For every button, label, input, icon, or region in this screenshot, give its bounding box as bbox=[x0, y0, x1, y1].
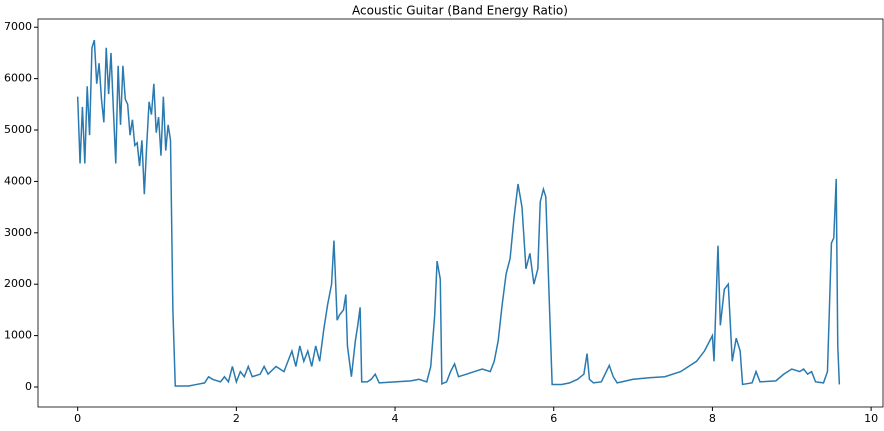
y-tick-label: 3000 bbox=[4, 226, 32, 239]
x-tick-label: 2 bbox=[233, 412, 240, 425]
x-tick-label: 4 bbox=[392, 412, 399, 425]
chart-title: Acoustic Guitar (Band Energy Ratio) bbox=[352, 4, 568, 18]
x-tick-label: 0 bbox=[74, 412, 81, 425]
y-tick-label: 5000 bbox=[4, 123, 32, 136]
x-tick-label: 6 bbox=[550, 412, 557, 425]
y-tick-label: 2000 bbox=[4, 277, 32, 290]
x-tick-label: 8 bbox=[709, 412, 716, 425]
x-tick-label: 10 bbox=[864, 412, 878, 425]
plot-frame bbox=[37, 18, 884, 408]
y-tick-label: 1000 bbox=[4, 329, 32, 342]
y-tick-label: 0 bbox=[25, 380, 32, 393]
y-tick-label: 7000 bbox=[4, 20, 32, 33]
data-line bbox=[76, 39, 841, 387]
y-tick-label: 6000 bbox=[4, 72, 32, 85]
y-tick-label: 4000 bbox=[4, 174, 32, 187]
